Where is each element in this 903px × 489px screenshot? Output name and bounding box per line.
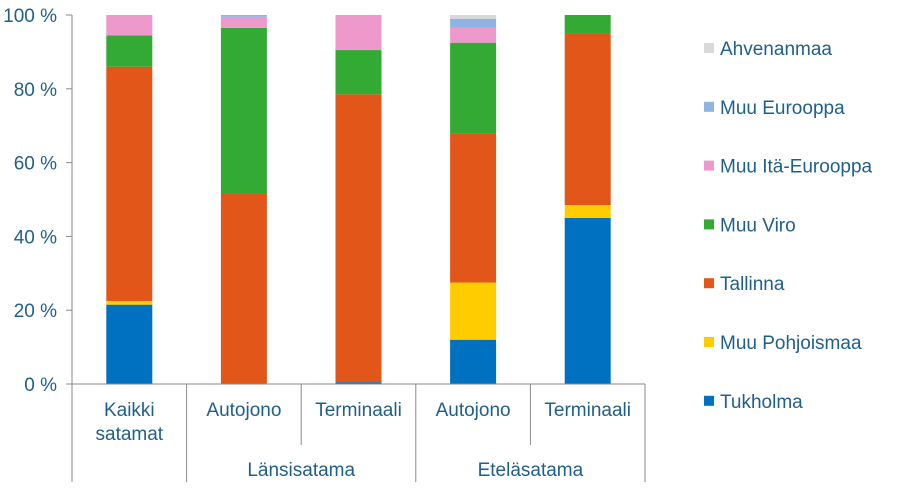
y-tick-label: 20 % xyxy=(14,301,57,322)
legend-swatch xyxy=(704,43,714,53)
legend-label: Tallinna xyxy=(720,274,785,295)
bar-segment xyxy=(220,27,267,194)
legend-swatch xyxy=(704,395,714,406)
y-tick-label: 100 % xyxy=(3,6,57,27)
bar-segment xyxy=(564,15,611,34)
legend-swatch xyxy=(704,219,714,230)
category-label: satamat xyxy=(96,424,164,445)
bar-segment xyxy=(220,15,267,17)
bar-segment xyxy=(106,35,153,67)
bar-segment xyxy=(335,15,382,51)
y-tick-label: 40 % xyxy=(14,227,57,248)
bar-segment xyxy=(220,193,267,384)
legend-swatch xyxy=(704,278,714,289)
group-label: Eteläsatama xyxy=(478,460,584,481)
bar-segment xyxy=(450,282,497,340)
category-label: Autojono xyxy=(436,400,511,421)
legend-label: Ahvenanmaa xyxy=(720,39,832,60)
bar-segment xyxy=(335,382,382,384)
legend-label: Muu Itä-Eurooppa xyxy=(720,157,873,178)
legend-swatch xyxy=(704,101,714,112)
bar-segment xyxy=(106,300,153,305)
bar-segment xyxy=(450,339,497,384)
legend-label: Tukholma xyxy=(720,392,803,413)
group-label: Länsisatama xyxy=(247,460,355,481)
legend-swatch xyxy=(704,160,714,171)
bar-segment xyxy=(106,66,153,301)
legend-swatch xyxy=(704,337,714,347)
legend-label: Muu Pohjoismaa xyxy=(720,333,862,354)
bar-segment xyxy=(106,15,153,36)
bar-segment xyxy=(450,27,497,43)
legend-label: Muu Eurooppa xyxy=(720,98,845,119)
x-axis-labels: Kaikki satamat Autojono Terminaali Autojono T… xyxy=(96,400,631,481)
bar-segment xyxy=(450,133,497,283)
category-label: Kaikki xyxy=(104,400,155,421)
bar-segment xyxy=(450,15,497,19)
legend-label: Muu Viro xyxy=(720,215,796,236)
bar-segment xyxy=(335,94,382,383)
bar-segment xyxy=(106,304,153,384)
bar-segment xyxy=(564,205,611,218)
category-label: Terminaali xyxy=(544,400,631,421)
bar-segment xyxy=(564,33,611,206)
legend: Ahvenanmaa Muu Eurooppa Muu Itä-Eurooppa Mu… xyxy=(704,39,873,413)
y-tick-label: 0 % xyxy=(24,375,57,396)
bars xyxy=(106,15,611,384)
bar-segment xyxy=(220,16,267,28)
bar-segment xyxy=(450,18,497,28)
y-tick-label: 80 % xyxy=(14,80,57,101)
bar-segment xyxy=(450,42,497,134)
bar-segment xyxy=(564,217,611,384)
category-label: Autojono xyxy=(206,400,281,421)
y-axis-ticks: 0 % 20 % 40 % 60 % 80 % 100 % xyxy=(3,6,72,396)
axes xyxy=(71,15,646,482)
category-label: Terminaali xyxy=(315,400,402,421)
y-tick-label: 60 % xyxy=(14,154,57,175)
bar-segment xyxy=(335,50,382,95)
